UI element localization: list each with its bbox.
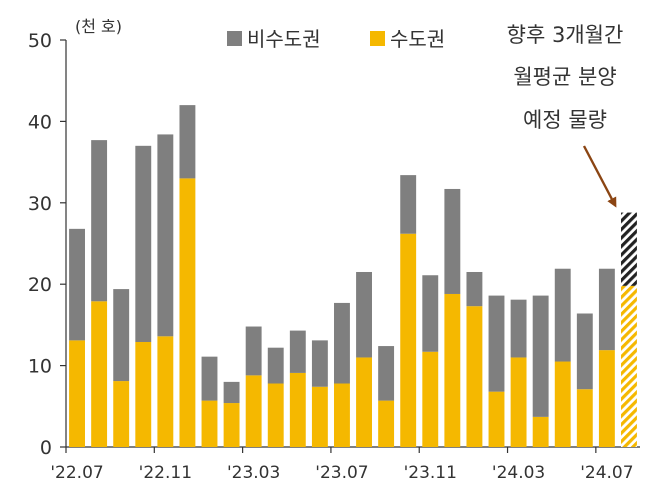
bar-capital xyxy=(598,350,615,447)
bar-noncapital xyxy=(113,289,130,382)
bar-capital xyxy=(422,351,439,447)
bar-noncapital xyxy=(223,381,240,404)
legend-swatch-noncapital xyxy=(227,31,242,46)
bar-capital xyxy=(510,357,527,447)
bar-noncapital xyxy=(311,340,328,387)
y-tick-label: 20 xyxy=(28,274,52,296)
y-tick-label: 40 xyxy=(28,111,52,133)
bar-capital xyxy=(554,361,571,447)
bar-capital xyxy=(245,375,262,447)
legend-label-noncapital: 비수도권 xyxy=(247,27,321,51)
bar-capital xyxy=(621,285,637,447)
bar-noncapital xyxy=(621,212,637,286)
bar-noncapital xyxy=(554,268,571,362)
bar-capital xyxy=(179,178,196,447)
bar-capital xyxy=(400,233,417,447)
legend-swatch-capital xyxy=(370,31,385,46)
bar-noncapital xyxy=(466,271,483,307)
bar-noncapital xyxy=(334,302,350,384)
bar-capital xyxy=(334,383,350,447)
unit-label: (천 호) xyxy=(75,17,122,36)
bar-capital xyxy=(444,293,461,447)
bar-capital xyxy=(356,357,372,447)
bar-capital xyxy=(201,400,218,447)
bar-capital xyxy=(289,372,306,447)
x-tick-label: '23.11 xyxy=(404,463,457,483)
bar-noncapital xyxy=(69,228,85,341)
bar-noncapital xyxy=(245,326,262,376)
bar-noncapital xyxy=(510,299,527,358)
bar-capital xyxy=(466,306,483,447)
bar-noncapital xyxy=(157,134,174,337)
bar-noncapital xyxy=(135,145,152,342)
bar-noncapital xyxy=(201,356,218,401)
annotation-line-1: 향후 3개월간 xyxy=(507,23,624,47)
bar-noncapital xyxy=(267,347,284,384)
legend: 비수도권 수도권 xyxy=(227,27,445,51)
bar-capital xyxy=(267,383,284,447)
bar-capital xyxy=(91,301,108,447)
bar-noncapital xyxy=(356,271,372,358)
x-tick-label: '23.07 xyxy=(315,463,368,483)
x-tick-label: '23.03 xyxy=(227,463,280,483)
bar-noncapital xyxy=(576,313,593,390)
bar-capital xyxy=(488,391,505,447)
bar-noncapital xyxy=(400,175,417,234)
bar-noncapital xyxy=(444,188,461,294)
bar-capital xyxy=(378,400,395,447)
bar-capital xyxy=(311,386,328,447)
x-tick-label: '22.07 xyxy=(50,463,103,483)
legend-label-capital: 수도권 xyxy=(390,27,445,51)
bar-noncapital xyxy=(422,275,439,352)
bar-noncapital xyxy=(289,330,306,373)
bar-capital xyxy=(532,416,549,447)
bar-capital xyxy=(157,336,174,447)
y-tick-label: 50 xyxy=(28,30,52,52)
bar-capital xyxy=(135,341,152,447)
annotation: 향후 3개월간 월평균 분양 예정 물량 xyxy=(507,23,624,208)
x-tick-label: '24.03 xyxy=(492,463,545,483)
bar-capital xyxy=(113,381,130,447)
bar-noncapital xyxy=(179,105,196,179)
y-tick-label: 0 xyxy=(40,437,52,459)
bar-noncapital xyxy=(378,346,395,401)
y-tick-label: 30 xyxy=(28,193,52,215)
bar-capital xyxy=(576,389,593,447)
x-tick-label: '22.11 xyxy=(139,463,192,483)
x-axis-ticks: '22.07 '22.11 '23.03 '23.07 '23.11 '24.03 '24.… xyxy=(50,447,634,483)
y-tick-label: 10 xyxy=(28,356,52,378)
annotation-arrow xyxy=(582,145,617,208)
bar-capital xyxy=(69,340,85,447)
bar-noncapital xyxy=(488,295,505,392)
y-axis: 0 10 20 30 40 50 xyxy=(28,30,67,459)
bar-noncapital xyxy=(532,295,549,417)
bar-noncapital xyxy=(598,268,615,351)
x-tick-label: '24.07 xyxy=(580,463,633,483)
bars-group xyxy=(69,105,637,447)
annotation-line-2: 월평균 분양 xyxy=(513,65,616,89)
bar-capital xyxy=(223,403,240,447)
bar-noncapital xyxy=(91,140,108,302)
annotation-line-3: 예정 물량 xyxy=(523,108,607,132)
